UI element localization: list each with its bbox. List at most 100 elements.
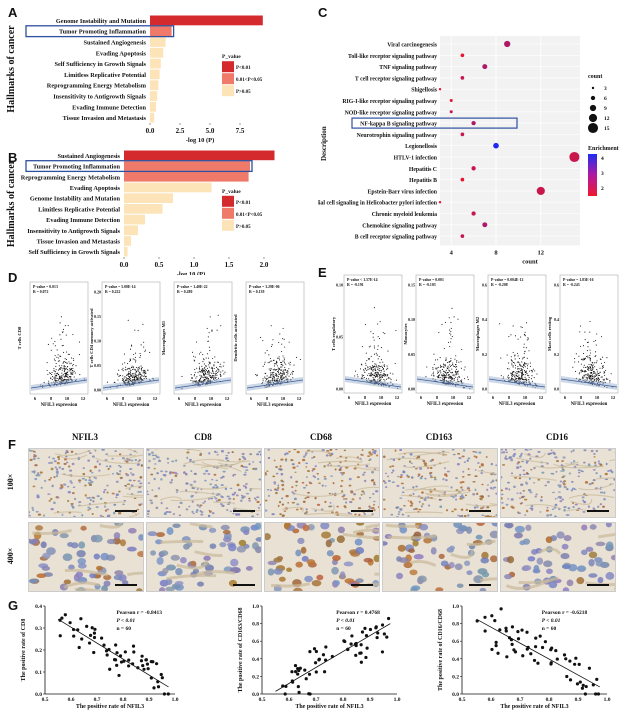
scatter-point [268, 382, 270, 384]
scatter-point [372, 378, 374, 380]
scatter-point [119, 374, 121, 377]
x-tick-label: 6 [492, 395, 495, 400]
stat-p: P-value = 3.29E-06 [249, 285, 280, 289]
data-point [118, 654, 123, 658]
bar [150, 80, 159, 91]
scatter-point [275, 373, 278, 375]
row-label: 400× [6, 547, 15, 565]
scatter-point [598, 379, 600, 382]
scatter-point [514, 355, 516, 357]
data-point [281, 684, 285, 688]
scatter-point [138, 377, 140, 379]
term-dot [471, 211, 476, 216]
category-label: Self Sufficiency in Growth Signals [54, 61, 146, 68]
scatter-point [70, 368, 72, 371]
scatter-point [382, 382, 384, 384]
data-point [359, 660, 363, 664]
scatter-point [377, 372, 379, 374]
scatter-point [449, 329, 451, 331]
scatter-point [139, 378, 141, 380]
scatter-point [197, 383, 200, 385]
scatter-point [520, 375, 523, 377]
scatter-point [63, 379, 65, 381]
data-point [516, 637, 521, 641]
y-tick-label: 0.4 [482, 317, 487, 322]
scatter-point [278, 379, 280, 381]
scatter-point [209, 371, 211, 373]
scatter-point [527, 337, 529, 339]
scatter-point [128, 384, 130, 387]
scatter-point [222, 370, 224, 372]
x-tick-label: 6 [250, 396, 253, 401]
scatter-point [523, 367, 525, 369]
scatter-point [71, 380, 73, 382]
data-point [303, 668, 307, 672]
scatter-point [523, 363, 526, 365]
category-label: Evading Apoptosis [96, 50, 147, 57]
scatter-point [118, 375, 120, 378]
column-header: CD8 [194, 432, 212, 442]
scatter-point [134, 352, 137, 354]
data-point [136, 666, 140, 670]
scatter-point [582, 379, 584, 382]
scatter-point [216, 370, 218, 372]
scatter-point [433, 374, 435, 376]
scatter-point [447, 361, 449, 364]
scatter-point [281, 351, 283, 353]
size-legend-label: 12 [604, 116, 610, 122]
scatter-point [50, 377, 52, 379]
scatter-point [520, 368, 522, 370]
scatter-point [285, 371, 287, 373]
scatter-point [55, 362, 57, 365]
scatter-point [202, 376, 204, 378]
scatter-point [378, 378, 380, 380]
scatter-point [134, 329, 136, 331]
scatter-point [456, 360, 458, 362]
data-point [85, 624, 89, 628]
scatter-point [53, 385, 55, 387]
data-point [594, 692, 598, 696]
data-point [323, 658, 328, 662]
immune-correlation-negative: P-value < 1.57E-14R = -0.1910.000.050.10… [331, 274, 619, 407]
scatter-point [382, 368, 384, 371]
scatter-point [522, 357, 524, 359]
scatter-point [214, 356, 216, 358]
data-point [364, 655, 368, 660]
x-tick-label: 6 [34, 396, 37, 401]
scatter-point [376, 373, 378, 376]
scatter-point [581, 376, 584, 378]
data-point [115, 651, 119, 655]
scatter-point [453, 374, 455, 376]
scatter-point [138, 371, 140, 373]
scatter-point [521, 366, 524, 368]
scatter-point [66, 372, 69, 374]
scatter-point [463, 378, 466, 380]
scatter-point [113, 381, 115, 383]
scatter-point [40, 384, 42, 386]
panel-letter-f: F [8, 437, 16, 452]
scatter-point [514, 354, 516, 356]
scatter-point [451, 371, 454, 373]
scatter-point [516, 381, 518, 383]
scatter-point [591, 374, 594, 376]
data-point [584, 684, 588, 689]
scatter-point [193, 359, 195, 361]
scatter-point [205, 384, 207, 386]
data-point [374, 625, 378, 629]
scatter-point [65, 372, 68, 374]
scatter-point [148, 379, 150, 381]
term-dot [460, 76, 465, 80]
scatter-point [373, 378, 376, 380]
x-tick-label: 12 [395, 395, 400, 400]
data-point [483, 615, 487, 619]
scatter-point [199, 378, 201, 380]
scatter-point [211, 375, 213, 377]
scatter-point [596, 360, 598, 362]
scatter-point [68, 370, 70, 372]
scatter-point [273, 365, 275, 367]
